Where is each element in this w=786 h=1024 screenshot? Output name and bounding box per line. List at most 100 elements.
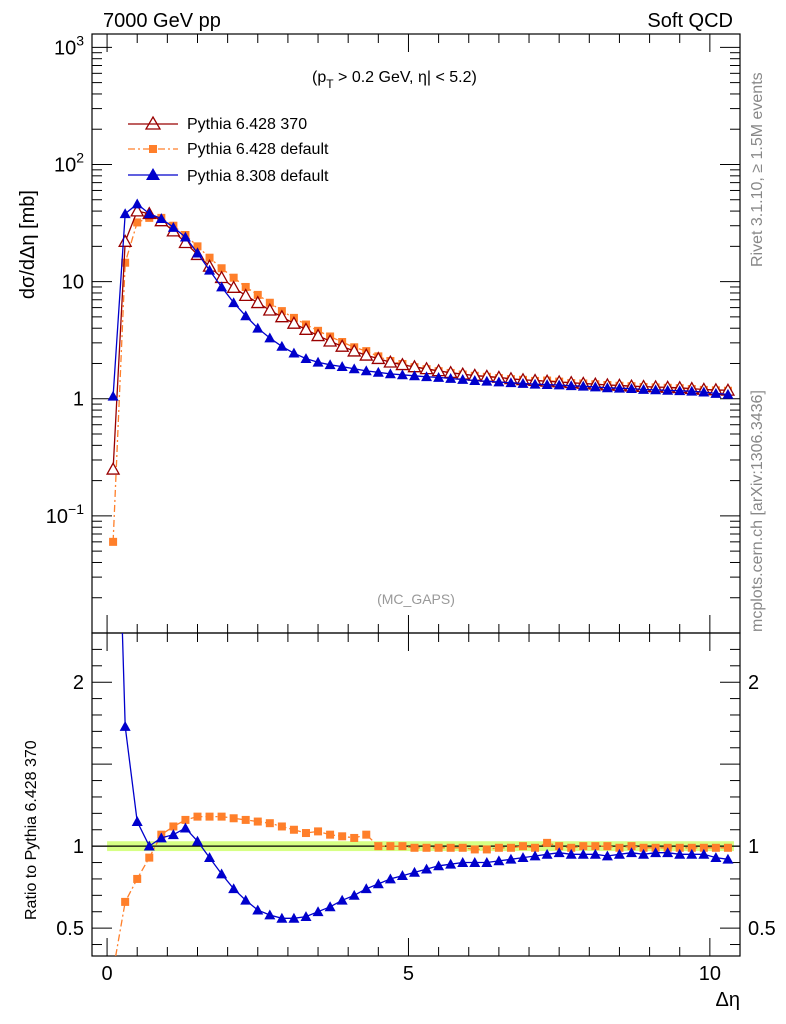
- data-point: [555, 842, 564, 851]
- data-point: [217, 264, 226, 273]
- data-point: [517, 852, 529, 863]
- data-point: [567, 843, 576, 852]
- cut-annotation-sub: T: [326, 77, 334, 91]
- x-tick-label: 5: [403, 963, 414, 985]
- data-point: [384, 873, 396, 884]
- data-point: [686, 385, 698, 396]
- data-point: [517, 377, 529, 388]
- data-point: [457, 857, 469, 867]
- cut-annotation-part1: (p: [312, 69, 326, 86]
- data-point: [505, 377, 517, 388]
- data-point: [274, 309, 289, 323]
- data-point: [529, 850, 541, 861]
- data-point: [674, 848, 686, 859]
- ratio-y-tick-label: 2: [73, 672, 84, 694]
- data-point: [205, 253, 214, 262]
- header-right-title: Soft QCD: [647, 10, 733, 32]
- data-point: [253, 817, 262, 826]
- y-tick-label-base: 10: [46, 506, 68, 528]
- y-tick-label-base: 10: [54, 154, 76, 176]
- data-point: [481, 857, 493, 867]
- data-point: [613, 382, 625, 393]
- data-point: [433, 371, 445, 382]
- data-point: [360, 365, 372, 376]
- analysis-label: (MC_GAPS): [377, 591, 455, 607]
- data-point: [674, 385, 686, 396]
- data-point: [289, 825, 298, 834]
- data-point: [445, 372, 457, 383]
- data-point: [204, 852, 216, 863]
- x-tick-label: 10: [699, 963, 721, 985]
- data-point: [698, 386, 710, 397]
- data-point: [518, 842, 527, 851]
- ratio-panel: 0 5 10 0.5 0.5 1 1 2 2 Ratio to Pythia 6.428 370: [23, 632, 776, 985]
- data-point: [591, 842, 600, 851]
- series-2: [107, 198, 734, 401]
- data-point: [121, 258, 130, 267]
- mcplots-info-label: mcplots.cern.ch [arXiv:1306.3436]: [749, 390, 766, 632]
- data-point: [229, 273, 238, 282]
- data-point: [722, 853, 734, 864]
- data-point: [601, 850, 613, 861]
- data-point: [494, 843, 503, 852]
- data-point: [686, 848, 698, 859]
- data-point: [179, 822, 191, 833]
- data-point: [565, 380, 577, 391]
- data-point: [541, 848, 553, 859]
- ratio-y-tick-label-right: 2: [748, 672, 759, 694]
- data-point: [493, 855, 505, 866]
- data-point: [577, 848, 589, 859]
- data-point: [264, 909, 276, 920]
- header-left-title: 7000 GeV pp: [103, 10, 221, 32]
- data-point: [181, 815, 190, 824]
- data-point: [324, 901, 336, 912]
- data-point: [310, 328, 326, 342]
- ratio-line: [121, 633, 728, 919]
- data-point: [216, 281, 228, 292]
- data-point: [335, 339, 350, 352]
- data-point: [193, 812, 202, 821]
- series-line: [112, 217, 728, 542]
- data-point: [226, 280, 241, 293]
- data-point: [298, 322, 314, 335]
- data-point: [276, 340, 288, 351]
- ratio-y-tick-label: 1: [73, 836, 84, 858]
- data-point: [167, 221, 179, 232]
- legend-item-pythia6-370: Pythia 6.428 370: [128, 115, 307, 133]
- data-point: [216, 868, 228, 879]
- data-point: [613, 848, 625, 859]
- data-point: [119, 208, 131, 219]
- data-point: [312, 906, 324, 917]
- data-point: [493, 376, 505, 387]
- data-point: [384, 368, 396, 379]
- data-point: [577, 380, 589, 391]
- data-point: [229, 814, 238, 823]
- data-point: [336, 894, 348, 905]
- data-point: [228, 297, 240, 308]
- ratio-series-1: [119, 633, 734, 923]
- data-point: [252, 322, 264, 333]
- data-point: [250, 295, 265, 309]
- data-point: [710, 387, 722, 398]
- data-point: [347, 343, 362, 357]
- y-tick-label: 103: [54, 32, 84, 59]
- data-point: [408, 866, 420, 877]
- data-point: [565, 848, 577, 859]
- cut-annotation-part2: > 0.2 GeV, η| < 5.2): [334, 69, 477, 86]
- data-point: [625, 383, 637, 394]
- data-point: [675, 843, 684, 852]
- data-point: [131, 198, 143, 209]
- data-point: [326, 830, 335, 839]
- data-point: [262, 302, 277, 316]
- ratio-y-tick-label-right: 1: [748, 836, 759, 858]
- data-point: [699, 843, 708, 852]
- data-point: [639, 843, 648, 852]
- y-tick-label-base: 10: [54, 37, 76, 59]
- data-point: [638, 848, 650, 859]
- data-point: [301, 829, 310, 838]
- data-point: [109, 537, 118, 546]
- data-point: [348, 889, 360, 900]
- ratio-line: [115, 815, 728, 956]
